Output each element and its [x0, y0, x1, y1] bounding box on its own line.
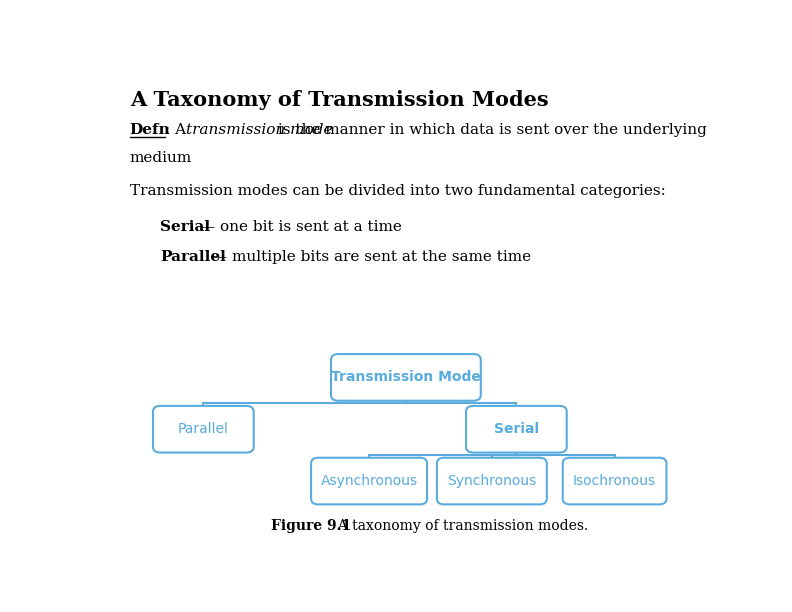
Text: — multiple bits are sent at the same time: — multiple bits are sent at the same tim… [207, 250, 531, 264]
Text: Defn: Defn [130, 123, 170, 137]
Text: Asynchronous: Asynchronous [321, 474, 417, 488]
FancyBboxPatch shape [466, 406, 567, 452]
Text: A taxonomy of transmission modes.: A taxonomy of transmission modes. [329, 519, 588, 533]
FancyBboxPatch shape [311, 458, 427, 504]
Text: transmission mode: transmission mode [185, 123, 332, 137]
Text: Transmission modes can be divided into two fundamental categories:: Transmission modes can be divided into t… [130, 184, 665, 198]
Text: Parallel: Parallel [160, 250, 227, 264]
FancyBboxPatch shape [331, 354, 481, 401]
FancyBboxPatch shape [153, 406, 253, 452]
Text: Isochronous: Isochronous [573, 474, 656, 488]
Text: — one bit is sent at a time: — one bit is sent at a time [195, 220, 402, 234]
FancyBboxPatch shape [437, 458, 546, 504]
Text: Serial: Serial [494, 422, 539, 436]
FancyBboxPatch shape [563, 458, 666, 504]
Text: Parallel: Parallel [178, 422, 229, 436]
Text: : A: : A [166, 123, 192, 137]
Text: Serial: Serial [160, 220, 211, 234]
Text: A Taxonomy of Transmission Modes: A Taxonomy of Transmission Modes [130, 90, 548, 110]
Text: medium: medium [130, 151, 192, 165]
Text: is the manner in which data is sent over the underlying: is the manner in which data is sent over… [272, 123, 706, 137]
Text: Figure 9.1: Figure 9.1 [271, 519, 351, 533]
Text: Transmission Mode: Transmission Mode [331, 370, 481, 384]
Text: Synchronous: Synchronous [447, 474, 536, 488]
